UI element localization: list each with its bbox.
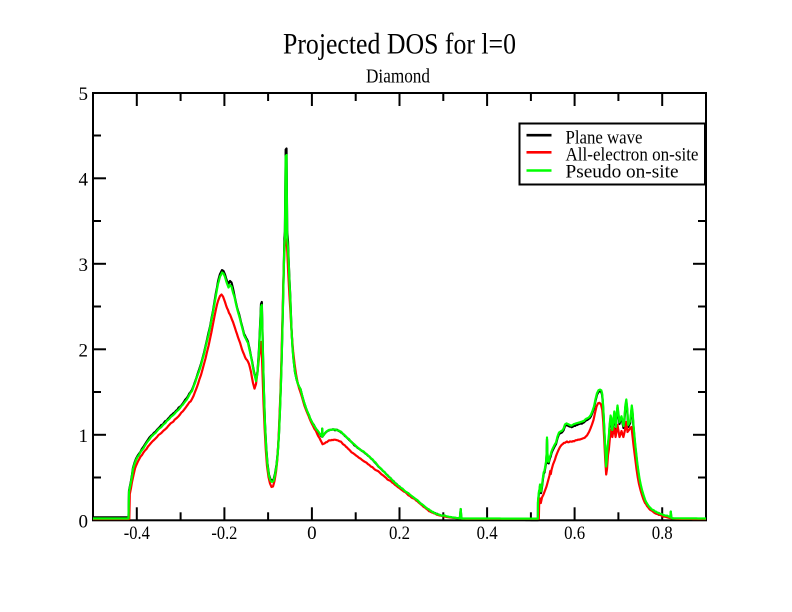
svg-text:0.2: 0.2 <box>389 523 410 544</box>
svg-text:Diamond: Diamond <box>366 66 430 87</box>
svg-text:5: 5 <box>79 84 89 105</box>
svg-text:0.4: 0.4 <box>477 523 498 544</box>
svg-text:3: 3 <box>79 255 89 276</box>
svg-text:Projected DOS for l=0: Projected DOS for l=0 <box>283 29 516 61</box>
svg-text:-0.2: -0.2 <box>211 523 237 544</box>
svg-text:0.8: 0.8 <box>652 523 673 544</box>
svg-text:4: 4 <box>79 170 89 191</box>
svg-text:0: 0 <box>79 512 89 533</box>
svg-text:All-electron on-site: All-electron on-site <box>566 145 699 166</box>
svg-text:1: 1 <box>79 426 89 447</box>
svg-text:2: 2 <box>79 341 89 362</box>
svg-text:-0.4: -0.4 <box>124 523 150 544</box>
svg-text:Pseudo on-site: Pseudo on-site <box>566 162 679 183</box>
svg-text:0: 0 <box>307 523 317 544</box>
svg-text:0.6: 0.6 <box>564 523 585 544</box>
svg-text:Plane wave: Plane wave <box>566 128 643 149</box>
